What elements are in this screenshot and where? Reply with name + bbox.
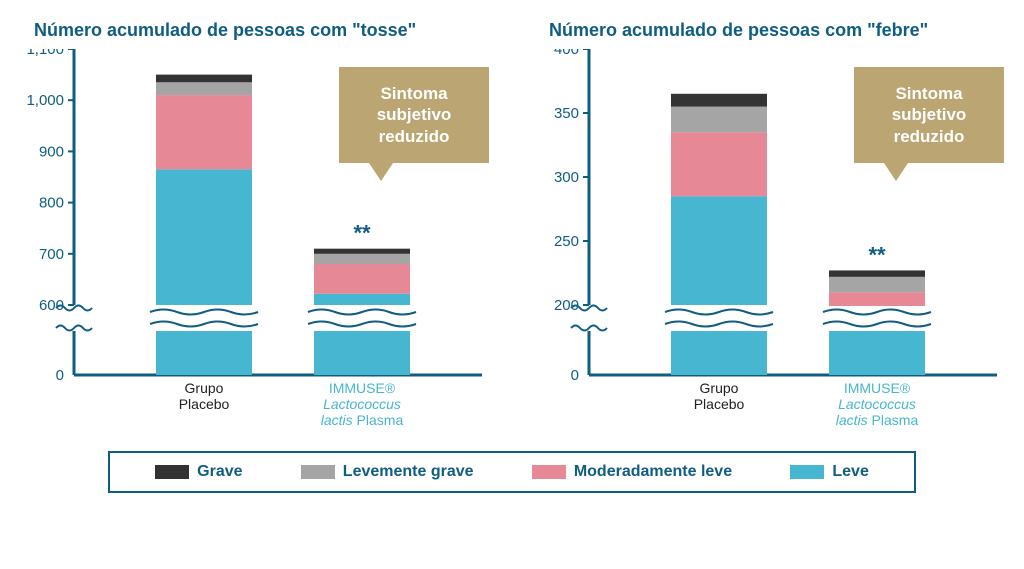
legend-label: Levemente grave	[343, 463, 474, 481]
plot-wrap: 200 250 300 350 400 0 GrupoPlacebo ** IMMUSE®Lac…	[527, 49, 1012, 439]
legend-item-levemente: Levemente grave	[301, 463, 474, 481]
legend: Grave Levemente grave Moderadamente leve…	[108, 451, 916, 493]
svg-text:350: 350	[554, 105, 579, 122]
svg-text:lactis Plasma: lactis Plasma	[321, 412, 404, 428]
legend-label: Moderadamente leve	[574, 463, 732, 481]
svg-text:lactis Plasma: lactis Plasma	[836, 412, 919, 428]
svg-text:1,100: 1,100	[26, 49, 64, 58]
svg-text:250: 250	[554, 233, 579, 250]
svg-text:700: 700	[39, 246, 64, 263]
svg-text:Grupo: Grupo	[700, 380, 739, 396]
chart-panel-tosse: Número acumulado de pessoas com "tosse" …	[12, 20, 497, 439]
svg-text:Placebo: Placebo	[179, 396, 230, 412]
svg-text:800: 800	[39, 195, 64, 212]
chart-panel-febre: Número acumulado de pessoas com "febre" …	[527, 20, 1012, 439]
svg-text:Lactococcus: Lactococcus	[323, 396, 401, 412]
swatch-grave	[155, 465, 189, 479]
charts-row: Número acumulado de pessoas com "tosse" …	[12, 20, 1012, 439]
svg-text:200: 200	[554, 297, 579, 314]
svg-text:1,000: 1,000	[26, 92, 64, 109]
legend-item-leve: Leve	[790, 463, 868, 481]
svg-text:Lactococcus: Lactococcus	[838, 396, 916, 412]
plot-wrap: 600 700 800 900 1,000 1,100 0 GrupoPlacebo ** IMM…	[12, 49, 497, 439]
legend-label: Grave	[197, 463, 242, 481]
svg-text:900: 900	[39, 143, 64, 160]
swatch-moderadamente	[532, 465, 566, 479]
svg-text:Grupo: Grupo	[185, 380, 224, 396]
chart-title: Número acumulado de pessoas com "febre"	[527, 20, 1012, 41]
swatch-leve	[790, 465, 824, 479]
legend-item-grave: Grave	[155, 463, 242, 481]
chart-title: Número acumulado de pessoas com "tosse"	[12, 20, 497, 41]
speech-bubble: Sintoma subjetivo reduzido	[854, 67, 1004, 163]
legend-item-moderadamente: Moderadamente leve	[532, 463, 732, 481]
svg-text:IMMUSE®: IMMUSE®	[844, 380, 911, 396]
svg-text:0: 0	[56, 367, 64, 384]
svg-text:Placebo: Placebo	[694, 396, 745, 412]
svg-text:**: **	[868, 242, 886, 267]
swatch-levemente	[301, 465, 335, 479]
speech-bubble: Sintoma subjetivo reduzido	[339, 67, 489, 163]
svg-text:IMMUSE®: IMMUSE®	[329, 380, 396, 396]
svg-text:600: 600	[39, 297, 64, 314]
svg-text:300: 300	[554, 169, 579, 186]
svg-text:**: **	[353, 221, 371, 246]
legend-label: Leve	[832, 463, 868, 481]
svg-text:400: 400	[554, 49, 579, 58]
svg-text:0: 0	[571, 367, 579, 384]
